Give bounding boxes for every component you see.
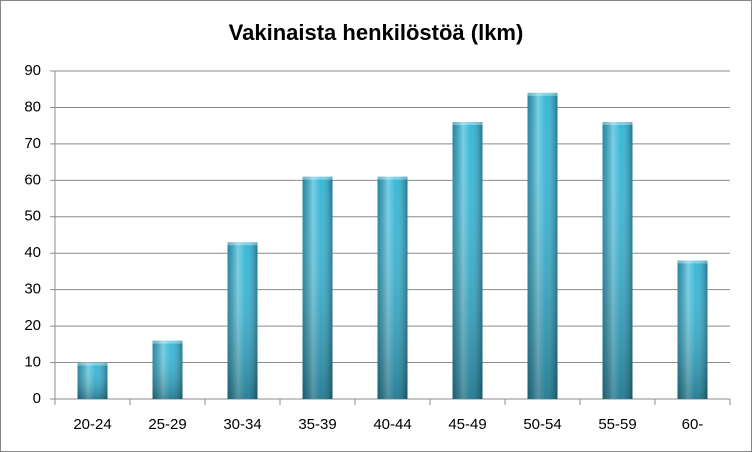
- y-tick-label: 70: [24, 135, 41, 152]
- y-tick-label: 30: [24, 281, 41, 298]
- x-tick-label: 30-34: [223, 416, 261, 433]
- y-tick-label: 0: [33, 390, 41, 407]
- bar-top: [452, 122, 483, 126]
- y-tick-label: 80: [24, 98, 41, 115]
- x-tick-label: 35-39: [298, 416, 336, 433]
- bar-shading: [227, 242, 258, 399]
- y-tick-label: 90: [24, 62, 41, 79]
- x-tick-label: 25-29: [148, 416, 186, 433]
- bar-shading: [527, 92, 558, 399]
- bar-top: [377, 176, 408, 180]
- bar-shading: [602, 122, 633, 400]
- x-tick-label: 40-44: [373, 416, 411, 433]
- x-tick-label: 60-: [682, 416, 704, 433]
- x-tick-label: 55-59: [598, 416, 636, 433]
- bar-top: [527, 92, 558, 96]
- bar-shading: [77, 362, 108, 399]
- y-tick-label: 60: [24, 171, 41, 188]
- bar-top: [152, 340, 183, 344]
- y-tick-label: 40: [24, 244, 41, 261]
- bar-shading: [677, 260, 708, 399]
- chart-title: Vakinaista henkilöstöä (lkm): [229, 20, 524, 45]
- bar-shading: [452, 122, 483, 400]
- bar-shading: [377, 176, 408, 399]
- bar-shading: [152, 340, 183, 399]
- x-tick-label: 20-24: [73, 416, 111, 433]
- bar-top: [227, 242, 258, 246]
- bar-top: [602, 122, 633, 126]
- bar-top: [302, 176, 333, 180]
- y-tick-label: 50: [24, 208, 41, 225]
- y-tick-label: 10: [24, 354, 41, 371]
- bar-top: [77, 362, 108, 366]
- x-tick-label: 45-49: [448, 416, 486, 433]
- x-tick-label: 50-54: [523, 416, 561, 433]
- bar-top: [677, 260, 708, 264]
- y-tick-label: 20: [24, 317, 41, 334]
- bar-shading: [302, 176, 333, 399]
